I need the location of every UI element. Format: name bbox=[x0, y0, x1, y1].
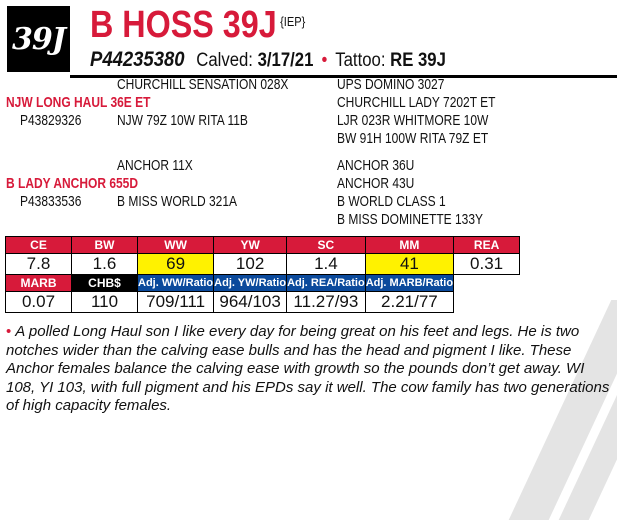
epd-value-row: 7.8 1.6 69 102 1.4 41 0.31 bbox=[5, 253, 521, 275]
description-text: A polled Long Haul son I like every day … bbox=[6, 323, 610, 414]
value-adj-yw: 964/103 bbox=[213, 291, 288, 313]
value-adj-marb: 2.21/77 bbox=[364, 291, 455, 313]
dd-sire: B WORLD CLASS 1 bbox=[337, 193, 446, 210]
value-bw: 1.6 bbox=[71, 253, 138, 275]
logo-text: 39J bbox=[12, 21, 66, 57]
header-mm: MM bbox=[364, 236, 455, 254]
epd-table: CE BW WW YW SC MM REA 7.8 1.6 69 102 1.4… bbox=[5, 236, 521, 313]
ss-sire: UPS DOMINO 3027 bbox=[337, 76, 445, 93]
tattoo-label: Tattoo: bbox=[335, 50, 386, 71]
bullet-icon: • bbox=[6, 323, 12, 340]
ss-dam: CHURCHILL LADY 7202T ET bbox=[337, 94, 496, 111]
calved-label: Calved: bbox=[196, 50, 253, 71]
value-rea: 0.31 bbox=[453, 253, 521, 275]
header-adj-yw: Adj. YW/Ratio bbox=[213, 274, 288, 292]
dam-dam: B MISS WORLD 321A bbox=[117, 193, 238, 210]
calved-date: 3/17/21 bbox=[257, 50, 314, 71]
sd-sire: LJR 023R WHITMORE 10W bbox=[337, 112, 489, 129]
logo-badge: 39J bbox=[7, 6, 70, 72]
dam-sire: ANCHOR 11X bbox=[117, 157, 193, 174]
value-adj-ww: 709/111 bbox=[136, 291, 215, 313]
header-adj-marb: Adj. MARB/Ratio bbox=[364, 274, 455, 292]
epd-value-row-2: 0.07 110 709/111 964/103 11.27/93 2.21/7… bbox=[5, 291, 520, 313]
header-adj-rea: Adj. REA/Ratio bbox=[286, 274, 366, 292]
sire-name: NJW LONG HAUL 36E ET bbox=[6, 94, 151, 111]
animal-name-text: B HOSS 39J bbox=[90, 4, 277, 46]
header-bw: BW bbox=[71, 236, 138, 254]
header-sc: SC bbox=[286, 236, 366, 254]
value-sc: 1.4 bbox=[286, 253, 366, 275]
value-marb: 0.07 bbox=[5, 291, 72, 313]
header-yw: YW bbox=[213, 236, 288, 254]
header-divider bbox=[70, 75, 617, 78]
registration-line: P44235380 Calved: 3/17/21 • Tattoo: RE 3… bbox=[90, 48, 494, 72]
dd-dam: B MISS DOMINETTE 133Y bbox=[337, 211, 484, 228]
sire-sire: CHURCHILL SENSATION 028X bbox=[117, 76, 289, 93]
epd-header-row-2: MARB CHB$ Adj. WW/Ratio Adj. YW/Ratio Ad… bbox=[5, 274, 520, 292]
animal-name: B HOSS 39J {IEP} bbox=[90, 4, 343, 47]
header-adj-ww: Adj. WW/Ratio bbox=[136, 274, 215, 292]
ds-dam: ANCHOR 43U bbox=[337, 175, 415, 192]
designation: {IEP} bbox=[280, 14, 306, 29]
value-ww: 69 bbox=[136, 253, 215, 275]
sire-reg: P43829326 bbox=[20, 112, 82, 129]
description: • A polled Long Haul son I like every day… bbox=[6, 323, 612, 416]
sd-dam: BW 91H 100W RITA 79Z ET bbox=[337, 130, 489, 147]
dam-name: B LADY ANCHOR 655D bbox=[6, 175, 139, 192]
header-rea: REA bbox=[453, 236, 521, 254]
value-yw: 102 bbox=[213, 253, 288, 275]
bullet-separator: • bbox=[321, 50, 328, 71]
epd-header-row: CE BW WW YW SC MM REA bbox=[5, 236, 521, 254]
value-ce: 7.8 bbox=[5, 253, 72, 275]
tattoo-value: RE 39J bbox=[390, 50, 446, 71]
dam-reg: P43833536 bbox=[20, 193, 82, 210]
header-ww: WW bbox=[136, 236, 215, 254]
header-chb: CHB$ bbox=[71, 274, 138, 292]
ds-sire: ANCHOR 36U bbox=[337, 157, 415, 174]
value-adj-rea: 11.27/93 bbox=[286, 291, 366, 313]
sire-dam: NJW 79Z 10W RITA 11B bbox=[117, 112, 248, 129]
header-ce: CE bbox=[5, 236, 72, 254]
header-marb: MARB bbox=[5, 274, 72, 292]
registration-number: P44235380 bbox=[90, 48, 185, 71]
value-chb: 110 bbox=[71, 291, 138, 313]
value-mm: 41 bbox=[364, 253, 455, 275]
